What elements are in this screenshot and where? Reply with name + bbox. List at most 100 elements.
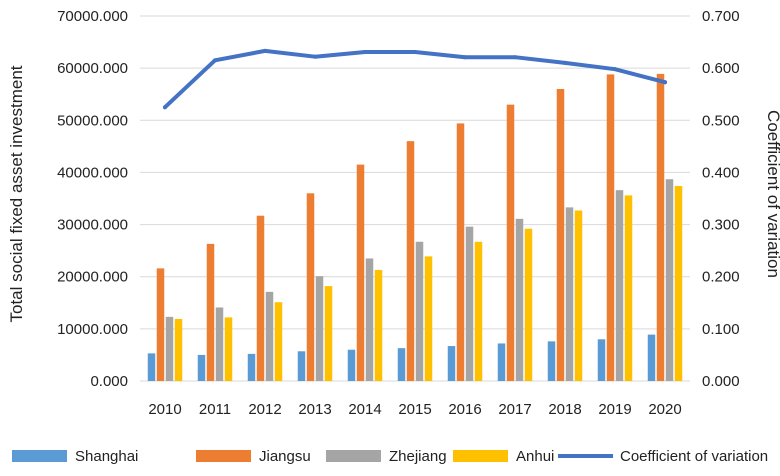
legend-swatch-anhui xyxy=(453,450,508,462)
bar-shanghai-2017 xyxy=(497,343,506,381)
bar-jiangsu-2012 xyxy=(256,215,265,381)
bar-zhejiang-2020 xyxy=(665,179,674,381)
legend-label-shanghai: Shanghai xyxy=(75,448,138,465)
y2-tick-label: 0.600 xyxy=(702,60,740,77)
bar-anhui-2017 xyxy=(524,228,533,381)
legend: Shanghai Jiangsu Zhejiang Anhui Coefficient … xyxy=(12,448,768,465)
bar-anhui-2018 xyxy=(574,210,583,381)
line-point-2020 xyxy=(663,80,667,85)
x-tick-label: 2013 xyxy=(298,401,331,418)
y-tick-label: 60000.000 xyxy=(57,60,128,77)
bar-anhui-2013 xyxy=(324,286,333,381)
bar-zhejiang-2014 xyxy=(365,258,374,381)
x-tick-label: 2018 xyxy=(548,401,581,418)
bar-anhui-2011 xyxy=(224,317,233,381)
line-point-2012 xyxy=(263,48,267,53)
y2-tick-label: 0.400 xyxy=(702,164,740,181)
bar-shanghai-2012 xyxy=(247,353,256,381)
bar-jiangsu-2014 xyxy=(356,164,365,381)
bar-shanghai-2020 xyxy=(647,334,656,381)
bar-jiangsu-2011 xyxy=(206,243,215,381)
bar-jiangsu-2010 xyxy=(156,268,165,381)
bar-anhui-2016 xyxy=(474,241,483,381)
y2-tick-label: 0.200 xyxy=(702,269,740,286)
legend-swatch-zhejiang xyxy=(326,450,381,462)
y2-axis-title: Coefficient of variation xyxy=(764,110,780,278)
y-tick-label: 30000.000 xyxy=(57,217,128,234)
bar-jiangsu-2020 xyxy=(656,73,665,381)
bar-shanghai-2013 xyxy=(297,351,306,381)
x-tick-label: 2011 xyxy=(199,401,231,418)
legend-label-zhejiang: Zhejiang xyxy=(389,448,447,465)
bar-anhui-2010 xyxy=(174,318,183,381)
legend-swatch-shanghai xyxy=(12,450,67,462)
y-tick-label: 0.000 xyxy=(90,373,128,390)
line-point-2017 xyxy=(513,55,517,60)
bar-shanghai-2015 xyxy=(397,348,406,381)
x-tick-label: 2014 xyxy=(348,401,381,418)
bar-shanghai-2018 xyxy=(547,341,556,381)
line-coefficient-of-variation xyxy=(163,48,667,110)
y2-tick-label: 0.300 xyxy=(702,217,740,234)
y-tick-label: 20000.000 xyxy=(57,269,128,286)
y-tick-label: 40000.000 xyxy=(57,164,128,181)
x-tick-label: 2015 xyxy=(398,401,431,418)
line-point-2019 xyxy=(613,67,617,72)
y-tick-label: 50000.000 xyxy=(57,112,128,129)
left-axis-ticks: 0.000 10000.000 20000.000 30000.000 40000.00… xyxy=(57,8,128,390)
line-point-2016 xyxy=(463,55,467,60)
bar-zhejiang-2011 xyxy=(215,307,224,381)
legend-label-coefficient-of-variation: Coefficient of variation xyxy=(620,448,768,465)
bar-jiangsu-2019 xyxy=(606,74,615,382)
x-tick-label: 2010 xyxy=(148,401,181,418)
bar-shanghai-2019 xyxy=(597,339,606,381)
bar-anhui-2014 xyxy=(374,269,383,381)
line-point-2015 xyxy=(413,49,417,54)
line-point-2018 xyxy=(563,60,567,65)
bar-zhejiang-2015 xyxy=(415,241,424,381)
bar-zhejiang-2016 xyxy=(465,226,474,381)
bar-zhejiang-2010 xyxy=(165,316,174,381)
y2-tick-label: 0.700 xyxy=(702,8,740,25)
line-point-2011 xyxy=(213,58,217,63)
legend-label-jiangsu: Jiangsu xyxy=(259,448,311,465)
y2-tick-label: 0.500 xyxy=(702,112,740,129)
line-point-2013 xyxy=(313,54,317,59)
bar-anhui-2012 xyxy=(274,302,283,381)
x-axis-ticks: 2010 2011 2012 2013 2014 2015 2016 2017 2018 2019… xyxy=(148,401,681,418)
x-tick-label: 2019 xyxy=(598,401,631,418)
bar-jiangsu-2017 xyxy=(506,104,515,382)
legend-swatch-jiangsu xyxy=(196,450,251,462)
x-tick-label: 2016 xyxy=(448,401,481,418)
bar-jiangsu-2016 xyxy=(456,123,465,382)
y2-tick-label: 0.000 xyxy=(702,373,740,390)
bar-zhejiang-2019 xyxy=(615,190,624,381)
bar-zhejiang-2018 xyxy=(565,207,574,381)
line-point-2010 xyxy=(163,105,167,110)
x-tick-label: 2020 xyxy=(648,401,681,418)
bar-anhui-2019 xyxy=(624,195,633,381)
y-tick-label: 10000.000 xyxy=(57,321,128,338)
bar-anhui-2020 xyxy=(674,185,683,381)
bar-shanghai-2010 xyxy=(147,353,156,381)
bar-anhui-2015 xyxy=(424,256,433,381)
bar-zhejiang-2012 xyxy=(265,291,274,381)
line-point-2014 xyxy=(363,49,367,54)
line-series xyxy=(163,48,667,110)
bar-shanghai-2014 xyxy=(347,349,356,381)
bar-zhejiang-2017 xyxy=(515,218,524,381)
bar-jiangsu-2015 xyxy=(406,141,415,381)
bar-jiangsu-2018 xyxy=(556,89,565,381)
bar-zhejiang-2013 xyxy=(315,276,324,381)
y-axis-title: Total social fixed asset investment xyxy=(7,65,26,322)
x-tick-label: 2017 xyxy=(498,401,531,418)
y-tick-label: 70000.000 xyxy=(57,8,128,25)
bar-series xyxy=(147,73,683,382)
right-axis-ticks: 0.000 0.100 0.200 0.300 0.400 0.500 0.600 0.700 xyxy=(702,8,740,390)
legend-label-anhui: Anhui xyxy=(516,448,554,465)
bar-shanghai-2011 xyxy=(197,354,206,381)
bar-shanghai-2016 xyxy=(447,346,456,381)
bar-jiangsu-2013 xyxy=(306,193,315,381)
y2-tick-label: 0.100 xyxy=(702,321,740,338)
